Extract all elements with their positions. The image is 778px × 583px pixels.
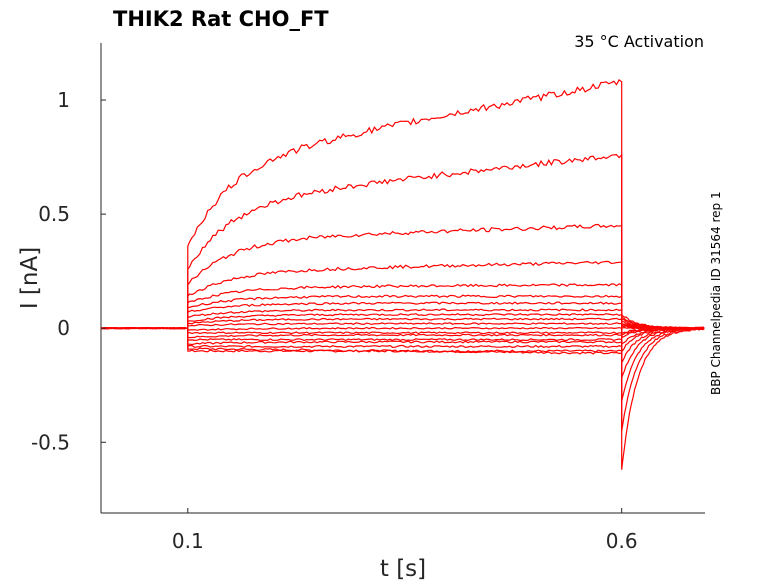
x-axis-label: t [s] [380,556,426,582]
current-trace-5 [100,327,705,365]
side-label: BBP Channelpedia ID 31564 rep 1 [709,191,723,395]
chart-title: THIK2 Rat CHO_FT [113,7,329,31]
traces-group [100,79,705,470]
current-trace-11 [100,313,705,330]
current-trace-10 [100,317,705,334]
current-trace-16 [100,260,705,330]
current-trace-9 [100,322,705,336]
current-trace-3 [101,327,705,402]
x-tick-label: 0.6 [606,529,638,553]
y-ticks: -0.5 0 0.5 1 [31,88,106,454]
current-trace-18 [100,153,705,330]
x-tick-label: 0.1 [172,529,204,553]
current-trace-2 [100,327,705,431]
current-trace-13 [101,301,705,330]
x-ticks: 0.1 0.6 [172,508,638,553]
y-tick-label: 0 [57,316,70,340]
current-trace-19 [100,79,705,330]
y-tick-label: 1 [57,88,70,112]
current-trace-17 [100,223,705,330]
y-tick-label: -0.5 [31,430,70,454]
current-trace-4 [100,327,705,379]
condition-annotation: 35 °C Activation [574,32,704,51]
y-tick-label: 0.5 [38,202,70,226]
current-trace-12 [100,308,705,330]
current-trace-7 [100,327,705,346]
y-axis-label: I [nA] [17,247,43,309]
current-trace-8 [100,326,705,339]
current-trace-6 [100,327,705,352]
